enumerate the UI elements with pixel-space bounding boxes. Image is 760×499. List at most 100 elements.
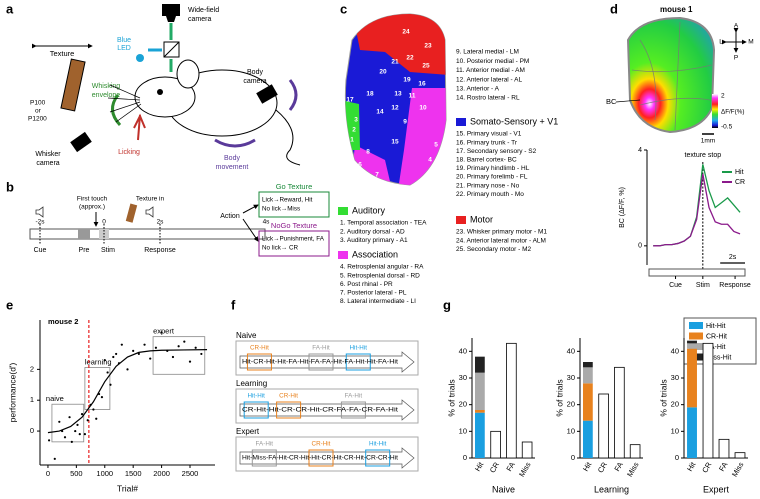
region: [51, 403, 85, 443]
pointer: [615, 99, 641, 103]
bar-segment: [582, 362, 593, 368]
x-tick-label: Miss: [517, 460, 533, 478]
data-point: [86, 419, 89, 422]
area-number: 4: [428, 157, 432, 164]
x-tick-label: Miss: [730, 460, 746, 478]
pair-box: [246, 353, 272, 371]
area-number: 18: [366, 91, 374, 98]
pair-box: [243, 401, 269, 419]
area-number: 11: [409, 93, 416, 100]
label: P: [734, 55, 738, 62]
first-touch-label: (approx.): [79, 204, 105, 211]
area-number: 12: [391, 105, 399, 112]
area-number: 1: [350, 137, 354, 144]
y-tick-label: 40: [671, 346, 679, 355]
label: Lick→Punishment, FA: [262, 236, 325, 243]
area-name: 1. Temporal association - TEA: [340, 220, 427, 227]
sequence-arrow: [239, 399, 415, 421]
legend-swatch: [689, 332, 703, 340]
trial-sequence: Hit-Miss-FA-Hit-CR-Hit-Hit-CR-Hit-CR-Hit…: [242, 456, 398, 462]
data-point: [70, 440, 73, 443]
region-label: naive: [46, 394, 64, 403]
camera-lens: [166, 16, 176, 22]
x-tick-label: 2500: [182, 469, 199, 478]
data-point: [80, 412, 84, 416]
area-number: 6: [358, 162, 362, 169]
x-tick-label: Stim: [696, 282, 710, 289]
y-tick-label: 1: [30, 395, 34, 404]
pair-label: FA-Hit: [312, 345, 330, 352]
trial-sequence: CR-Hit-Hit-CR-CR-Hit-CR-FA-FA-CR-FA-Hit: [242, 408, 398, 414]
mouse-tail: [275, 109, 301, 166]
y-axis-label: BC (ΔF/F, %): [619, 187, 626, 228]
y-tick-label: 0: [638, 243, 642, 250]
panel-label: e: [6, 297, 13, 312]
bar-segment: [687, 343, 697, 349]
y-tick-label: 10: [671, 426, 679, 435]
epoch-label: Response: [144, 247, 176, 254]
data-point: [100, 396, 104, 399]
body-arrow: [288, 79, 298, 111]
label: No lick→Miss: [262, 206, 300, 213]
chart-title: Naive: [492, 484, 515, 494]
y-tick-label: 20: [459, 400, 467, 409]
body-movement-label: Body: [224, 155, 240, 162]
time-tick: 4s: [263, 219, 271, 226]
label: A: [734, 23, 739, 30]
group-title: Somato-Sensory + V1: [470, 116, 558, 126]
bar-segment: [474, 412, 485, 458]
nogo-box: [258, 230, 330, 257]
panel-label: b: [6, 179, 14, 194]
legend-swatch: [338, 251, 348, 259]
area-border: [639, 97, 711, 106]
x-tick-label: Response: [719, 282, 751, 289]
area-name: 5. Retrosplenial dorsal - RD: [340, 272, 420, 279]
x-tick-label: Hit: [581, 460, 594, 473]
annotation: texture stop: [685, 152, 722, 159]
led-label: Blue: [117, 37, 131, 44]
region: [152, 336, 206, 375]
trace: [653, 164, 741, 247]
data-point: [103, 359, 106, 362]
camera-label: Whisker: [35, 151, 61, 158]
area-number: 13: [394, 91, 402, 98]
x-tick-label: 1500: [125, 469, 142, 478]
camera-label: Wide-field: [188, 7, 219, 14]
y-tick-label: 0: [675, 453, 679, 462]
time-tick: -2s: [35, 219, 45, 226]
activity-map: [626, 16, 716, 134]
auditory-area: [345, 100, 360, 150]
area-name: 24. Anterior lateral motor - ALM: [456, 237, 546, 244]
y-tick-label: 40: [567, 346, 575, 355]
area-number: 25: [422, 63, 430, 70]
y-tick-label: 10: [459, 426, 467, 435]
y-tick-label: 40: [459, 346, 467, 355]
camera-label: Body: [247, 69, 263, 76]
area-number: 2: [352, 127, 356, 134]
area-name: 22. Primary mouth - Mo: [456, 191, 524, 198]
bar-segment: [582, 383, 593, 421]
texture: [125, 203, 138, 223]
time-tick: 2s: [157, 219, 165, 226]
area-number: 3: [354, 117, 358, 124]
area-number: 14: [376, 109, 384, 116]
data-point: [143, 343, 146, 346]
camera: [70, 131, 92, 153]
label: 2: [721, 93, 725, 100]
lick-arrow: [133, 113, 146, 141]
x-tick-label: FA: [504, 460, 516, 472]
data-point: [78, 433, 81, 436]
camera: [162, 4, 180, 16]
area-number: 5: [434, 142, 438, 149]
data-point: [47, 439, 51, 442]
area-name: 8. Lateral intermediate - LI: [340, 298, 416, 305]
trace: [653, 173, 741, 247]
y-tick-label: 0: [30, 426, 34, 435]
x-tick-label: FA: [717, 460, 729, 472]
mouse-head: [134, 76, 196, 118]
data-point: [171, 355, 175, 359]
bar: [506, 342, 517, 459]
body-arrow: [214, 138, 256, 148]
pair-box: [340, 401, 366, 419]
epoch-label: Stim: [101, 247, 115, 254]
